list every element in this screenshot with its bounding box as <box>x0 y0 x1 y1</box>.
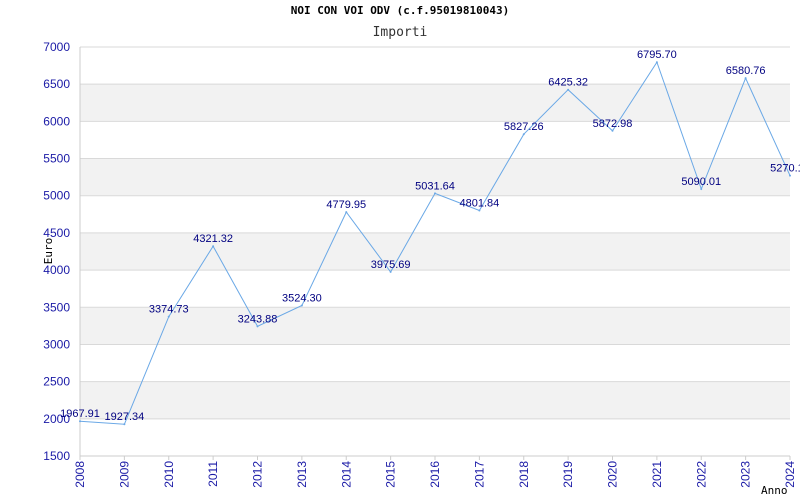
data-series <box>79 61 791 426</box>
data-label: 6580.76 <box>726 65 766 77</box>
x-tick-label: 2019 <box>561 461 575 488</box>
y-tick-label: 6500 <box>43 77 70 91</box>
y-axis-label: Euro <box>42 238 55 265</box>
grid-band <box>80 47 790 85</box>
data-label: 5090.01 <box>681 176 721 188</box>
data-point <box>256 325 259 328</box>
data-point <box>79 420 81 423</box>
y-tick-label: 2500 <box>43 375 70 389</box>
y-tick-label: 3000 <box>43 337 70 351</box>
data-point <box>123 423 126 426</box>
data-point <box>744 77 747 80</box>
data-label: 5270.17 <box>770 163 800 175</box>
x-tick-label: 2017 <box>472 461 486 488</box>
data-point <box>655 61 658 64</box>
data-label: 1927.34 <box>104 411 144 423</box>
data-label: 6425.32 <box>548 77 588 89</box>
x-tick-label: 2020 <box>606 461 620 488</box>
data-point <box>789 174 791 177</box>
data-label: 3524.30 <box>282 292 322 304</box>
data-point <box>700 188 703 191</box>
grid-band <box>80 84 790 122</box>
x-tick-label: 2021 <box>650 461 664 488</box>
data-label: 4801.84 <box>459 197 499 209</box>
x-tick-label: 2008 <box>73 461 87 488</box>
data-point <box>167 315 170 318</box>
x-axis-label: Anno <box>761 484 788 497</box>
data-label: 1967.91 <box>60 408 100 420</box>
x-tick-label: 2012 <box>251 461 265 488</box>
data-label: 5827.26 <box>504 121 544 133</box>
x-tick-label: 2015 <box>384 461 398 488</box>
background-bands <box>80 47 790 456</box>
grid-band <box>80 158 790 196</box>
y-tick-label: 5500 <box>43 152 70 166</box>
x-tick-label: 2010 <box>162 461 176 488</box>
x-tick-labels: 2008 2009 2010 2011 2012 2013 2014 2015 2016 2017… <box>73 456 797 488</box>
data-label: 4321.32 <box>193 233 233 245</box>
grid-band <box>80 307 790 345</box>
x-tick-label: 2022 <box>694 461 708 488</box>
data-point <box>212 245 215 248</box>
grid-band <box>80 232 790 271</box>
x-tick-label: 2016 <box>428 461 442 488</box>
data-point <box>611 129 614 132</box>
chart-title: NOI CON VOI ODV (c.f.95019810043) <box>290 4 510 17</box>
y-tick-labels: 1500 2000 2500 3000 3500 4000 4500 5000 5500 6000… <box>43 40 70 463</box>
x-tick-label: 2011 <box>206 461 220 487</box>
data-point <box>300 304 303 307</box>
data-point <box>567 88 570 91</box>
grid-band <box>80 270 790 308</box>
grid-band <box>80 195 790 233</box>
x-tick-label: 2024 <box>783 461 797 488</box>
chart-subtitle: Importi <box>372 25 428 40</box>
data-label: 3975.69 <box>371 259 411 271</box>
data-label: 3374.73 <box>149 304 189 316</box>
data-point <box>345 211 348 214</box>
grid-band <box>80 344 790 382</box>
data-point <box>434 192 436 195</box>
y-tick-label: 2000 <box>43 412 70 426</box>
grid-band <box>80 381 790 419</box>
data-label: 4779.95 <box>326 199 366 211</box>
x-tick-label: 2013 <box>295 461 309 488</box>
grid-band <box>80 418 790 456</box>
y-tick-label: 7000 <box>43 40 70 54</box>
data-label: 3243.88 <box>238 313 278 325</box>
data-point <box>478 209 481 212</box>
data-point <box>522 133 525 136</box>
data-labels: 1967.91 1927.34 3374.73 4321.32 3243.88 3524.… <box>60 49 800 423</box>
y-tick-label: 1500 <box>43 449 70 463</box>
data-label: 5872.98 <box>593 118 633 130</box>
data-label: 6795.70 <box>637 49 677 61</box>
grid-band <box>80 121 790 159</box>
y-tick-label: 4000 <box>43 263 70 277</box>
y-tick-label: 6000 <box>43 114 70 128</box>
data-point <box>389 270 392 273</box>
y-tick-label: 4500 <box>43 226 70 240</box>
y-tick-label: 3500 <box>43 300 70 314</box>
x-tick-label: 2009 <box>117 461 131 488</box>
x-tick-label: 2023 <box>739 461 753 488</box>
data-label: 5031.64 <box>415 180 455 192</box>
x-tick-label: 2014 <box>339 461 353 488</box>
y-tick-label: 5000 <box>43 189 70 203</box>
x-tick-label: 2018 <box>517 461 531 488</box>
